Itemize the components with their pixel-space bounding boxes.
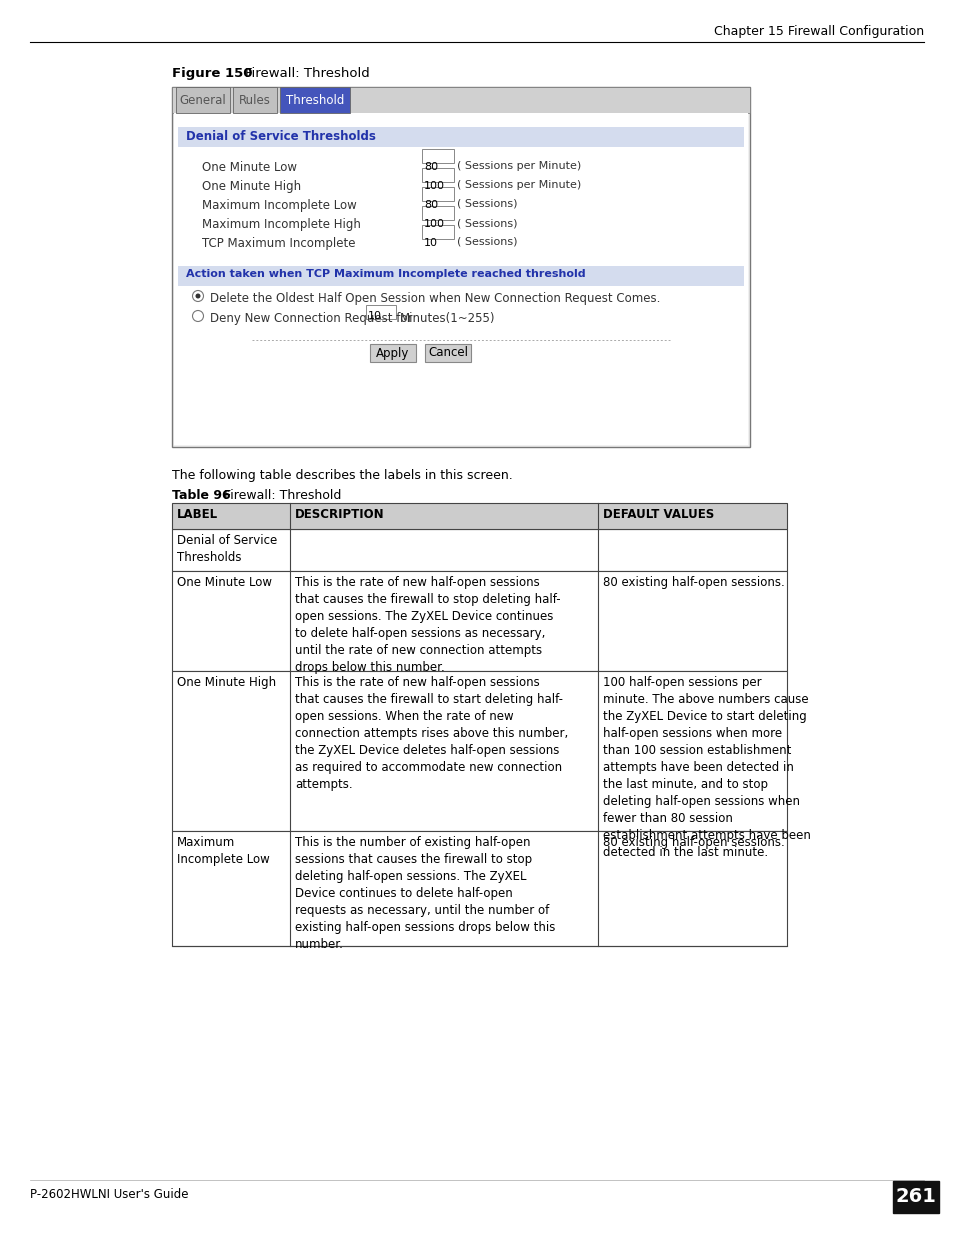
Text: ( Sessions per Minute): ( Sessions per Minute) bbox=[456, 180, 580, 190]
Text: Denial of Service
Thresholds: Denial of Service Thresholds bbox=[177, 534, 277, 564]
Bar bbox=[173, 112, 747, 445]
Bar bbox=[421, 225, 454, 240]
Bar bbox=[172, 86, 749, 447]
Text: ( Sessions): ( Sessions) bbox=[456, 237, 517, 247]
Text: 80 existing half-open sessions.: 80 existing half-open sessions. bbox=[602, 836, 784, 848]
Bar bbox=[892, 1181, 938, 1213]
Text: Figure 150: Figure 150 bbox=[172, 67, 253, 80]
Text: The following table describes the labels in this screen.: The following table describes the labels… bbox=[172, 469, 512, 482]
Text: 261: 261 bbox=[895, 1188, 936, 1207]
Text: Table 96: Table 96 bbox=[172, 489, 231, 501]
Bar bbox=[421, 186, 454, 201]
Bar bbox=[175, 86, 230, 112]
Text: DESCRIPTION: DESCRIPTION bbox=[294, 508, 384, 521]
Bar bbox=[172, 831, 786, 946]
Text: General: General bbox=[179, 94, 226, 106]
Text: This is the rate of new half-open sessions
that causes the firewall to start del: This is the rate of new half-open sessio… bbox=[294, 676, 568, 790]
Bar bbox=[172, 86, 749, 112]
Text: 100: 100 bbox=[423, 219, 444, 228]
Text: Minutes(1~255): Minutes(1~255) bbox=[399, 312, 495, 325]
Text: P-2602HWLNI User's Guide: P-2602HWLNI User's Guide bbox=[30, 1188, 189, 1200]
Text: LABEL: LABEL bbox=[177, 508, 218, 521]
Text: ( Sessions): ( Sessions) bbox=[456, 199, 517, 209]
Bar bbox=[280, 86, 350, 112]
Bar bbox=[424, 345, 471, 362]
Text: ( Sessions): ( Sessions) bbox=[456, 219, 517, 228]
Text: 80: 80 bbox=[423, 200, 437, 210]
Text: Threshold: Threshold bbox=[286, 94, 344, 106]
Bar bbox=[172, 671, 786, 831]
Text: This is the number of existing half-open
sessions that causes the firewall to st: This is the number of existing half-open… bbox=[294, 836, 555, 951]
Text: 100 half-open sessions per
minute. The above numbers cause
the ZyXEL Device to s: 100 half-open sessions per minute. The a… bbox=[602, 676, 810, 860]
Text: Chapter 15 Firewall Configuration: Chapter 15 Firewall Configuration bbox=[713, 25, 923, 38]
Text: Rules: Rules bbox=[239, 94, 271, 106]
Text: 10: 10 bbox=[423, 238, 437, 248]
Bar bbox=[172, 529, 786, 571]
Circle shape bbox=[193, 290, 203, 301]
Text: TCP Maximum Incomplete: TCP Maximum Incomplete bbox=[202, 237, 355, 249]
Text: Maximum Incomplete High: Maximum Incomplete High bbox=[202, 219, 360, 231]
Bar bbox=[178, 127, 743, 147]
Circle shape bbox=[195, 294, 200, 299]
Text: Firewall: Threshold: Firewall: Threshold bbox=[224, 489, 341, 501]
Text: 80 existing half-open sessions.: 80 existing half-open sessions. bbox=[602, 576, 784, 589]
Text: 10: 10 bbox=[368, 311, 381, 321]
Text: Denial of Service Thresholds: Denial of Service Thresholds bbox=[186, 130, 375, 143]
Bar bbox=[366, 305, 395, 319]
Bar bbox=[233, 86, 276, 112]
Text: This is the rate of new half-open sessions
that causes the firewall to stop dele: This is the rate of new half-open sessio… bbox=[294, 576, 560, 674]
Text: One Minute High: One Minute High bbox=[202, 180, 301, 193]
Bar bbox=[421, 168, 454, 182]
Text: Firewall: Threshold: Firewall: Threshold bbox=[245, 67, 370, 80]
Bar bbox=[421, 206, 454, 220]
Text: One Minute Low: One Minute Low bbox=[202, 161, 296, 174]
Bar bbox=[370, 345, 416, 362]
Text: Apply: Apply bbox=[375, 347, 409, 359]
Circle shape bbox=[193, 310, 203, 321]
Bar bbox=[172, 571, 786, 671]
Text: ( Sessions per Minute): ( Sessions per Minute) bbox=[456, 161, 580, 170]
Bar bbox=[178, 266, 743, 287]
Bar bbox=[172, 503, 786, 529]
Text: 100: 100 bbox=[423, 182, 444, 191]
Text: One Minute Low: One Minute Low bbox=[177, 576, 272, 589]
Text: Maximum Incomplete Low: Maximum Incomplete Low bbox=[202, 199, 356, 212]
Text: DEFAULT VALUES: DEFAULT VALUES bbox=[602, 508, 714, 521]
Text: Maximum
Incomplete Low: Maximum Incomplete Low bbox=[177, 836, 270, 866]
Text: One Minute High: One Minute High bbox=[177, 676, 275, 689]
Text: 80: 80 bbox=[423, 162, 437, 172]
Text: Cancel: Cancel bbox=[428, 347, 468, 359]
Text: Delete the Oldest Half Open Session when New Connection Request Comes.: Delete the Oldest Half Open Session when… bbox=[210, 291, 659, 305]
Text: Deny New Connection Request for: Deny New Connection Request for bbox=[210, 312, 412, 325]
Text: Action taken when TCP Maximum Incomplete reached threshold: Action taken when TCP Maximum Incomplete… bbox=[186, 269, 585, 279]
Bar bbox=[421, 149, 454, 163]
